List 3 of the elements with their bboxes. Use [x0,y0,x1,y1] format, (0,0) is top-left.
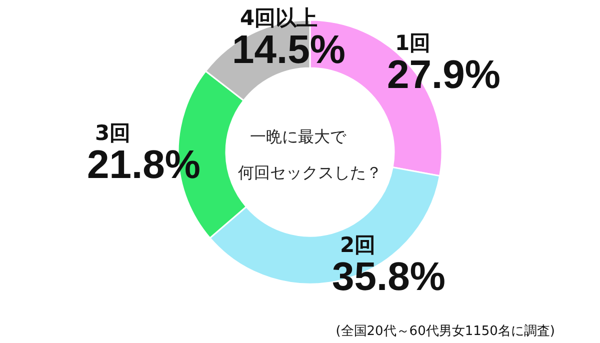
text: 一晩に最大で [250,127,347,146]
text: (全国20代～60代男女1150名に調査) [336,324,555,339]
text: 何回セックスした？ [238,163,382,182]
